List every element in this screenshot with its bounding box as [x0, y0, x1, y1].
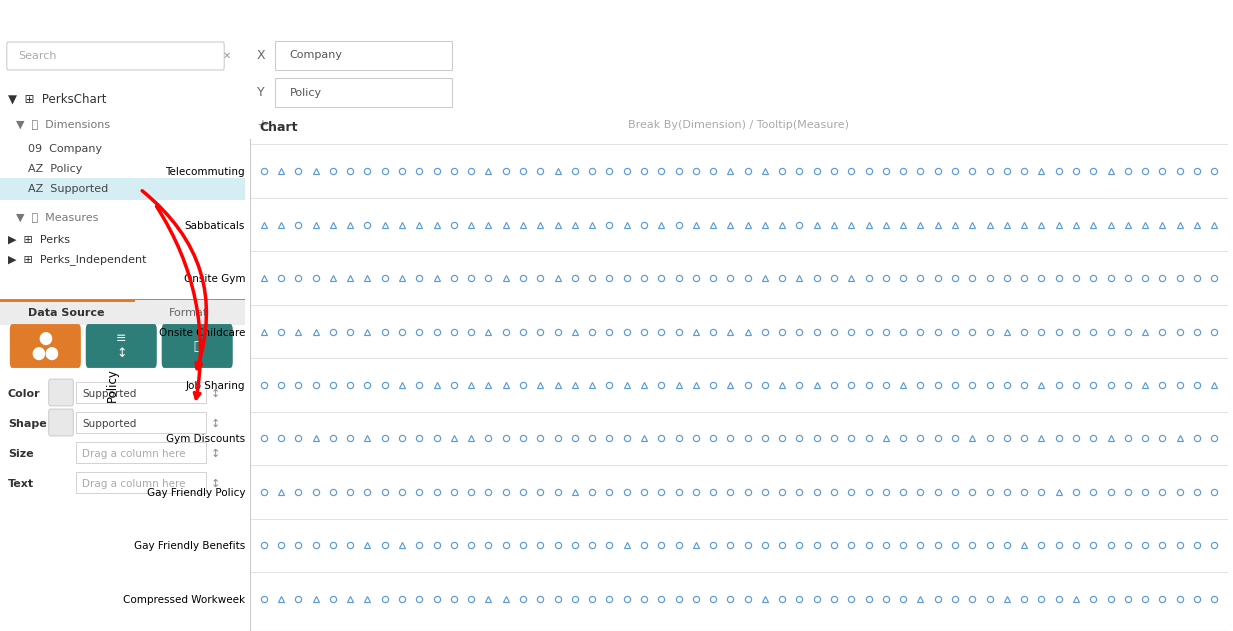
- Text: ▶  ⊞  Perks_Independent: ▶ ⊞ Perks_Independent: [7, 254, 147, 266]
- FancyBboxPatch shape: [76, 472, 206, 493]
- Bar: [0, 299, 245, 302]
- FancyBboxPatch shape: [49, 379, 73, 406]
- Text: ↕: ↕: [211, 419, 221, 428]
- Text: Drag a column here: Drag a column here: [83, 449, 185, 459]
- Text: Format: Format: [169, 307, 208, 317]
- Text: Search: Search: [18, 51, 57, 61]
- FancyBboxPatch shape: [76, 442, 206, 463]
- Text: Company: Company: [290, 50, 343, 61]
- Text: X: X: [256, 49, 265, 62]
- Text: Break By(Dimension) / Tooltip(Measure): Break By(Dimension) / Tooltip(Measure): [629, 120, 850, 130]
- Text: Supported: Supported: [83, 419, 137, 428]
- Text: ↕: ↕: [211, 479, 221, 489]
- Bar: [92, 13, 100, 32]
- Text: Chart: Chart: [260, 121, 298, 134]
- Text: AZ  Policy: AZ Policy: [28, 164, 83, 174]
- Text: Shape: Shape: [7, 419, 47, 428]
- Text: Color: Color: [7, 389, 41, 399]
- Text: ▼  🗀  Measures: ▼ 🗀 Measures: [16, 212, 99, 222]
- Y-axis label: Policy: Policy: [106, 368, 118, 402]
- FancyBboxPatch shape: [6, 42, 224, 70]
- Text: Policy: Policy: [290, 88, 322, 98]
- FancyBboxPatch shape: [49, 409, 73, 436]
- FancyBboxPatch shape: [86, 324, 157, 368]
- Text: Drag a column here: Drag a column here: [83, 479, 185, 489]
- Text: ⬤
⬤⬤: ⬤ ⬤⬤: [31, 332, 59, 360]
- Text: 📄: 📄: [194, 339, 201, 353]
- Text: Chart2 -> .PerksChart: Chart2 -> .PerksChart: [123, 11, 305, 26]
- FancyBboxPatch shape: [76, 412, 206, 433]
- Text: ≡
↕: ≡ ↕: [116, 332, 127, 360]
- Text: AZ  Supported: AZ Supported: [28, 184, 109, 194]
- Text: +: +: [256, 118, 269, 132]
- Text: ✕: ✕: [223, 51, 231, 61]
- FancyBboxPatch shape: [10, 324, 81, 368]
- Text: Text: Text: [7, 479, 35, 489]
- FancyBboxPatch shape: [162, 324, 233, 368]
- Text: ▼  ⊞  PerksChart: ▼ ⊞ PerksChart: [7, 93, 106, 105]
- Text: ▼  🗀  Dimensions: ▼ 🗀 Dimensions: [16, 119, 110, 129]
- Text: ▶  ⊞  Perks: ▶ ⊞ Perks: [7, 235, 70, 245]
- Bar: [81, 8, 89, 32]
- Text: Supported: Supported: [83, 389, 137, 399]
- Text: Y: Y: [256, 86, 265, 99]
- Text: Size: Size: [7, 449, 33, 459]
- Bar: [0, 178, 245, 200]
- Bar: [0, 300, 134, 302]
- Text: ↕: ↕: [211, 389, 221, 399]
- Text: 09  Company: 09 Company: [28, 144, 102, 154]
- Bar: [0, 300, 245, 325]
- FancyBboxPatch shape: [275, 78, 453, 107]
- Text: ↕: ↕: [211, 449, 221, 459]
- Bar: [100, 2, 107, 32]
- Bar: [70, 16, 78, 32]
- FancyBboxPatch shape: [76, 382, 206, 403]
- FancyBboxPatch shape: [275, 41, 453, 70]
- Text: Data Source: Data Source: [28, 307, 105, 317]
